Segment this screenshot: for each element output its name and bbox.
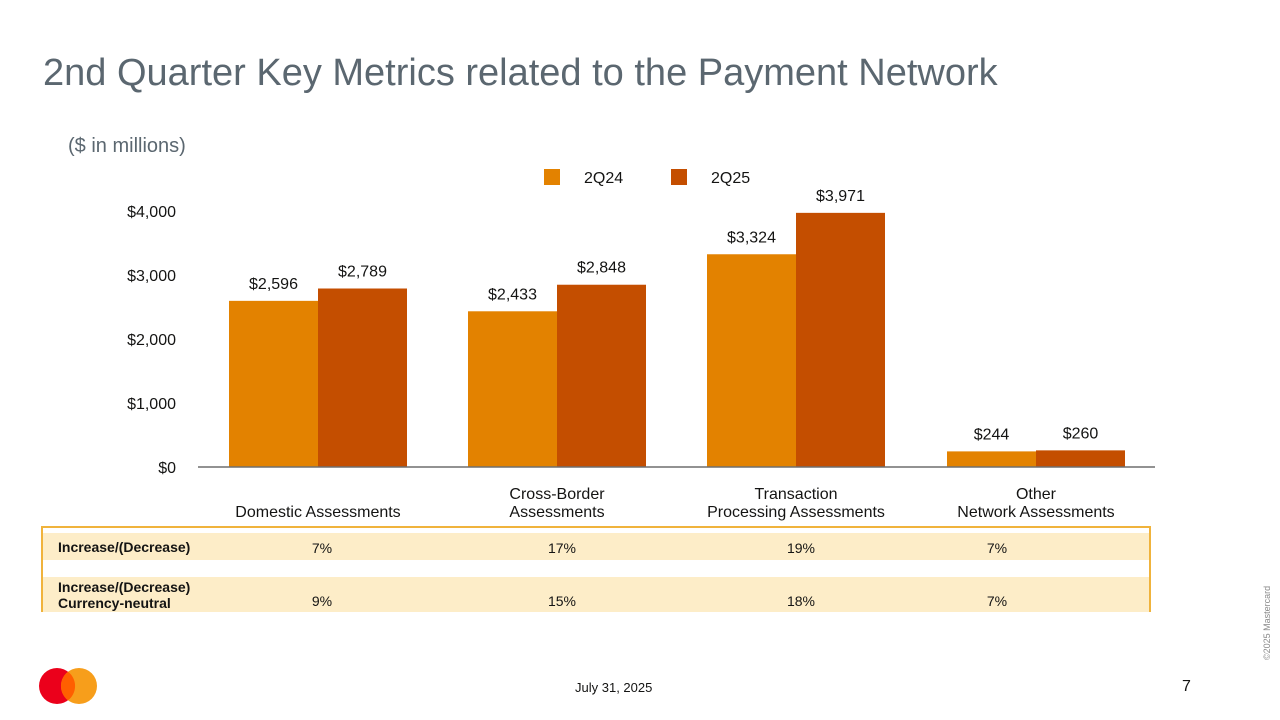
data-label: $2,433: [488, 286, 537, 303]
category-label: Domestic Assessments: [235, 504, 401, 521]
data-label: $244: [974, 426, 1010, 443]
table-cell: 17%: [547, 540, 577, 556]
table-cell: 9%: [311, 593, 333, 609]
row-label: Increase/(Decrease) Currency-neutral: [58, 579, 191, 611]
data-label: $2,789: [338, 264, 387, 281]
table-cell: 19%: [786, 540, 816, 556]
legend-swatch: [544, 169, 560, 185]
legend-swatch: [671, 169, 687, 185]
data-label: $2,596: [249, 276, 298, 293]
table-cell: 15%: [547, 593, 577, 609]
bar: [468, 311, 557, 467]
y-tick-label: $1,000: [127, 396, 176, 413]
y-tick-label: $2,000: [127, 332, 176, 349]
units-note: ($ in millions): [68, 135, 186, 157]
row-label: Increase/(Decrease): [58, 539, 191, 555]
presentation-date: July 31, 2025: [575, 680, 653, 695]
legend-label: 2Q24: [584, 170, 623, 187]
y-tick-label: $4,000: [127, 204, 176, 221]
bar: [947, 451, 1036, 467]
mastercard-logo: [39, 668, 97, 704]
bar: [707, 254, 796, 467]
bar: [1036, 450, 1125, 467]
legend-label: 2Q25: [711, 170, 750, 187]
category-label: Transaction Processing Assessments: [707, 486, 885, 521]
data-label: $2,848: [577, 260, 626, 277]
data-label: $3,324: [727, 229, 776, 246]
page-title: 2nd Quarter Key Metrics related to the P…: [43, 52, 998, 94]
bar: [796, 212, 885, 467]
y-tick-label: $3,000: [127, 268, 176, 285]
category-label: Cross-Border Assessments: [509, 486, 605, 521]
table-cell: 18%: [786, 593, 816, 609]
table-cell: 7%: [311, 540, 333, 556]
bar: [318, 288, 407, 467]
table-cell: 7%: [986, 540, 1008, 556]
table-row: Increase/(Decrease) 7% 17% 19% 7%: [43, 533, 1149, 560]
category-label: Other Network Assessments: [957, 486, 1115, 521]
bar-chart: $0 $1,000 $2,000 $3,000 $4,000 $2,596 $2,433 $3…: [127, 169, 1155, 477]
y-tick-label: $0: [158, 460, 176, 477]
copyright-notice: ©2025 Mastercard: [1262, 585, 1272, 660]
page-number: 7: [1182, 678, 1191, 695]
data-label: $3,971: [816, 188, 865, 205]
growth-table: Increase/(Decrease) 7% 17% 19% 7% Increase/…: [41, 526, 1151, 612]
table-row: Increase/(Decrease) Currency-neutral 9% 1…: [43, 577, 1149, 612]
data-label: $260: [1063, 425, 1099, 442]
table-cell: 7%: [986, 593, 1008, 609]
bar: [229, 300, 318, 467]
bar: [557, 284, 646, 467]
